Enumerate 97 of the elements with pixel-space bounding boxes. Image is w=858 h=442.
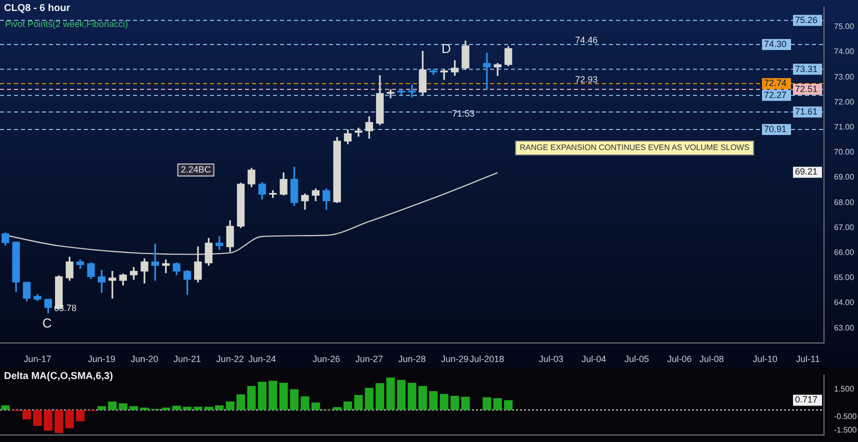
bar bbox=[258, 382, 266, 410]
y-tick-label: 69.00 bbox=[834, 172, 855, 182]
bar bbox=[300, 396, 310, 410]
x-tick-label: Jul-10 bbox=[752, 354, 778, 364]
bar bbox=[129, 406, 138, 410]
y-tick-label: 64.00 bbox=[834, 298, 855, 308]
bar bbox=[22, 410, 32, 420]
x-tick-label: Jun-29 bbox=[441, 354, 469, 364]
ref-line-label: 72.51 bbox=[795, 84, 818, 94]
bar bbox=[33, 410, 42, 426]
ref-line-label: 72.74 bbox=[764, 78, 787, 88]
x-tick-label: Jun-28 bbox=[398, 354, 426, 364]
annotation: RANGE EXPANSION CONTINUES EVEN AS VOLUME SLOWS bbox=[520, 143, 750, 152]
bar bbox=[194, 406, 202, 410]
bar bbox=[172, 406, 181, 410]
y-tick-label: 70.00 bbox=[834, 148, 855, 157]
bar bbox=[268, 380, 278, 410]
bar bbox=[182, 406, 192, 410]
bar bbox=[1, 405, 10, 410]
annotation: 0.717 bbox=[795, 394, 818, 405]
candlestick bbox=[354, 128, 362, 137]
x-tick-label: Jun-21 bbox=[174, 354, 202, 364]
y-tick-label: 68.00 bbox=[834, 198, 855, 207]
x-tick-label: Jul-03 bbox=[538, 354, 564, 364]
bar bbox=[65, 410, 74, 428]
bar bbox=[204, 406, 213, 410]
x-tick-label: Jun-20 bbox=[130, 354, 158, 364]
bar bbox=[118, 403, 128, 410]
x-tick-label: Jul-08 bbox=[699, 354, 724, 364]
chart-title: CLQ8 - 6 hour bbox=[4, 3, 70, 14]
annotation: 71.53 bbox=[452, 108, 475, 118]
y-tick-label: 74.00 bbox=[834, 47, 855, 56]
x-tick-label: Jun-26 bbox=[312, 354, 340, 364]
chart-title: Delta MA(C,O,SMA,6,3) bbox=[4, 371, 113, 382]
y-tick-label: 75.00 bbox=[834, 22, 855, 32]
x-tick-label: Jul-2018 bbox=[470, 354, 504, 364]
y-tick-label: -0.500 bbox=[834, 412, 858, 421]
candlestick bbox=[408, 84, 416, 98]
x-tick-label: Jun-24 bbox=[248, 354, 276, 364]
x-tick-label: Jul-11 bbox=[796, 354, 820, 364]
x-tick-label: Jul-04 bbox=[582, 354, 606, 364]
bar bbox=[54, 410, 64, 434]
bar bbox=[215, 405, 224, 410]
bar bbox=[344, 402, 352, 410]
y-tick-label: 67.00 bbox=[834, 222, 855, 232]
bar bbox=[450, 396, 460, 410]
x-tick-label: Jul-06 bbox=[667, 354, 692, 364]
y-tick-label: 63.00 bbox=[834, 323, 855, 332]
bar bbox=[504, 400, 513, 410]
y-tick-label: 72.00 bbox=[834, 97, 855, 106]
bar bbox=[440, 394, 448, 410]
ref-line-label: 74.30 bbox=[764, 38, 787, 49]
text: Pivot Points(2 week,Fibonacci) bbox=[5, 19, 128, 29]
bar bbox=[279, 382, 288, 410]
annotation: 72.93 bbox=[575, 74, 598, 84]
ref-line-label: 75.26 bbox=[795, 14, 818, 25]
bar bbox=[354, 394, 363, 410]
bar bbox=[429, 391, 438, 410]
bar bbox=[247, 386, 256, 410]
bar bbox=[108, 402, 117, 410]
y-tick-label: -1.500 bbox=[834, 426, 858, 435]
bar bbox=[311, 402, 320, 410]
ref-line-label: 71.61 bbox=[795, 106, 818, 116]
bar bbox=[418, 386, 427, 410]
bar bbox=[97, 406, 106, 410]
annotation: D bbox=[442, 41, 451, 56]
annotation: 2.24BC bbox=[180, 164, 212, 174]
y-tick-label: 71.00 bbox=[834, 122, 855, 132]
x-tick-label: Jun-22 bbox=[216, 354, 244, 364]
bar bbox=[482, 397, 492, 410]
bar bbox=[226, 402, 234, 410]
bar bbox=[76, 410, 85, 422]
bar bbox=[376, 383, 384, 410]
ref-line-label: 70.91 bbox=[764, 124, 787, 134]
bar bbox=[332, 407, 342, 410]
bar bbox=[397, 380, 406, 410]
bar bbox=[44, 410, 52, 431]
bar bbox=[461, 396, 470, 410]
x-tick-label: Jul-05 bbox=[624, 354, 649, 364]
annotation: 74.46 bbox=[575, 34, 598, 45]
y-tick-label: 65.00 bbox=[834, 273, 855, 282]
x-tick-label: Jun-19 bbox=[88, 354, 116, 364]
ref-line-label: 73.31 bbox=[795, 64, 818, 74]
x-tick-label: Jun-27 bbox=[355, 354, 383, 364]
bar bbox=[290, 389, 299, 410]
bar bbox=[408, 382, 416, 410]
bar bbox=[236, 394, 246, 410]
bar bbox=[364, 388, 374, 410]
bar bbox=[493, 398, 502, 410]
y-tick-label: 73.00 bbox=[834, 72, 855, 82]
y-tick-label: 66.00 bbox=[834, 248, 855, 258]
x-tick-label: Jun-17 bbox=[24, 354, 52, 364]
y-tick-label: 1.500 bbox=[834, 384, 855, 394]
ref-line-label: 72.27 bbox=[764, 90, 787, 100]
annotation: C bbox=[42, 316, 52, 331]
bar bbox=[386, 378, 395, 410]
annotation: 69.21 bbox=[795, 166, 818, 177]
